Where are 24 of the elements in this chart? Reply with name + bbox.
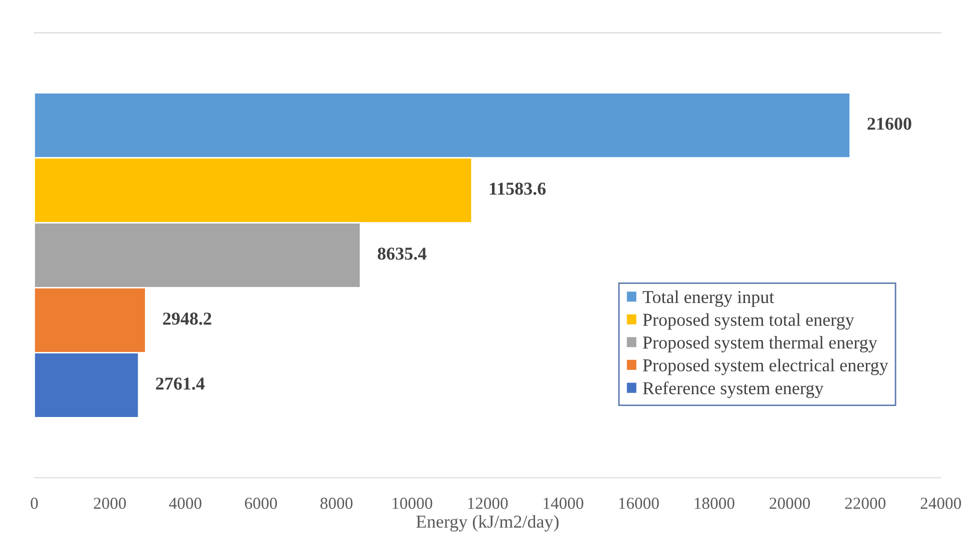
legend-label: Reference system energy [642, 381, 824, 398]
x-tick-label: 16000 [619, 498, 659, 509]
data-label: 2761.4 [156, 378, 205, 390]
data-label: 21600 [868, 118, 912, 130]
x-tick-label: 24000 [920, 498, 961, 509]
x-tick-label: 4000 [169, 498, 202, 509]
legend-label: Proposed system electrical energy [642, 358, 888, 376]
x-tick-label: 22000 [845, 498, 886, 509]
legend-label: Total energy input [642, 290, 774, 307]
x-axis-title: Energy (kJ/m2/day) [416, 515, 559, 532]
legend-label: Proposed system total energy [642, 313, 854, 330]
x-tick-label: 6000 [244, 498, 277, 509]
x-tick-label: 12000 [468, 498, 508, 509]
x-tick-label: 2000 [94, 498, 126, 509]
x-tick-label: 10000 [392, 498, 432, 509]
data-label: 2948.2 [163, 312, 212, 325]
data-label: 11583.6 [490, 182, 546, 195]
data-label: 8635.4 [378, 248, 426, 260]
x-tick-label: 0 [30, 498, 38, 509]
x-tick-label: 20000 [770, 498, 810, 509]
legend-label: Proposed system thermal energy [642, 336, 878, 352]
x-tick-label: 8000 [320, 498, 352, 509]
x-tick-label: 14000 [544, 498, 584, 509]
x-tick-label: 18000 [694, 498, 734, 509]
